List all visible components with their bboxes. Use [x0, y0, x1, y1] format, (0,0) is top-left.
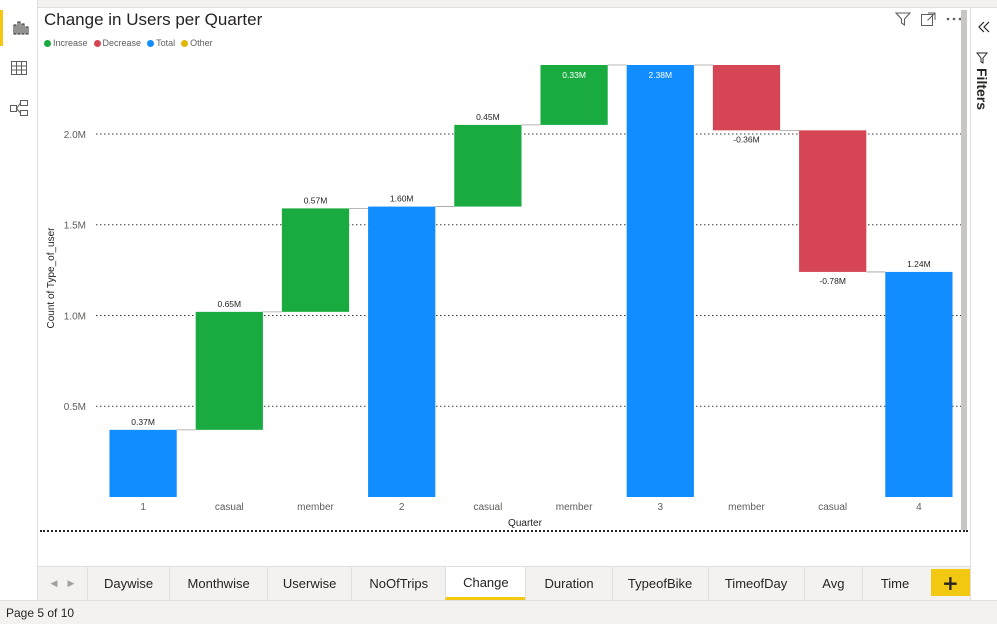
- y-axis-title: Count of Type_of_user: [46, 227, 57, 329]
- waterfall-bar[interactable]: [282, 208, 349, 311]
- waterfall-bar[interactable]: [368, 207, 435, 497]
- waterfall-bar[interactable]: [454, 125, 521, 207]
- tab-timeofday[interactable]: TimeofDay: [708, 567, 804, 600]
- x-tick-label: casual: [818, 502, 847, 513]
- tab-scroll-left-icon[interactable]: ◀: [51, 579, 58, 589]
- data-label: 1.24M: [907, 259, 931, 269]
- add-page-button[interactable]: +: [931, 569, 970, 596]
- model-view-icon: [10, 100, 28, 116]
- waterfall-visual[interactable]: Change in Users per Quarter Increase Dec…: [40, 8, 968, 528]
- data-label: 0.57M: [304, 195, 328, 205]
- x-tick-label: 3: [658, 502, 664, 513]
- waterfall-bar[interactable]: [713, 65, 780, 130]
- waterfall-bar[interactable]: [885, 272, 952, 497]
- filters-pane-icon: [974, 52, 990, 64]
- page-indicator: Page 5 of 10: [6, 606, 74, 620]
- x-tick-label: 4: [916, 502, 922, 513]
- data-label: 0.45M: [476, 112, 500, 122]
- x-tick-label: member: [728, 502, 765, 513]
- waterfall-bar[interactable]: [799, 130, 866, 272]
- data-view-button[interactable]: [0, 50, 38, 86]
- y-axis: 0.5M 1.0M 1.5M 2.0M: [64, 130, 86, 413]
- filters-pane[interactable]: Filters: [970, 8, 997, 600]
- tab-change[interactable]: Change: [445, 567, 525, 600]
- data-view-icon: [11, 61, 27, 75]
- tab-scroll-right-icon[interactable]: ▶: [67, 579, 74, 589]
- y-tick-label: 1.0M: [64, 311, 86, 322]
- x-axis-title: Quarter: [508, 518, 543, 528]
- tab-time[interactable]: Time: [862, 567, 927, 600]
- data-label: 0.65M: [217, 299, 241, 309]
- tab-userwise[interactable]: Userwise: [267, 567, 351, 600]
- data-label: 0.37M: [131, 417, 155, 427]
- canvas-scrollbar[interactable]: [961, 10, 967, 530]
- data-label: 2.38M: [648, 70, 672, 80]
- data-label: -0.78M: [819, 276, 845, 286]
- tab-scroll-nav: ◀ ▶: [38, 567, 87, 600]
- top-strip: [0, 0, 997, 8]
- tab-noofftrips[interactable]: NoOfTrips: [351, 567, 445, 600]
- y-tick-label: 2.0M: [64, 130, 86, 141]
- y-tick-label: 1.5M: [64, 221, 86, 232]
- tab-daywise[interactable]: Daywise: [87, 567, 169, 600]
- x-tick-label: 2: [399, 502, 405, 513]
- report-view-button[interactable]: [0, 10, 38, 46]
- data-label: 1.60M: [390, 194, 414, 204]
- y-tick-label: 0.5M: [64, 402, 86, 413]
- visual-border-dotted: [40, 530, 968, 532]
- x-tick-label: member: [297, 502, 334, 513]
- x-tick-label: 1: [140, 502, 146, 513]
- waterfall-bar[interactable]: [109, 430, 176, 497]
- waterfall-bar[interactable]: [627, 65, 694, 497]
- x-axis: 1 casual member 2 casual member 3 member casual 4: [140, 502, 922, 513]
- tab-avg[interactable]: Avg: [804, 567, 863, 600]
- tab-monthwise[interactable]: Monthwise: [169, 567, 267, 600]
- status-bar: Page 5 of 10: [0, 600, 997, 624]
- page-tabs: ◀ ▶ Daywise Monthwise Userwise NoOfTrips…: [38, 566, 970, 600]
- x-tick-label: casual: [473, 502, 502, 513]
- data-label: 0.33M: [562, 70, 586, 80]
- filters-pane-label[interactable]: Filters: [974, 52, 990, 110]
- data-label: -0.36M: [733, 134, 759, 144]
- waterfall-chart: 0.5M 1.0M 1.5M 2.0M 0.37M 0.65M 0.57M 1.60M 0.4…: [40, 8, 968, 528]
- tab-duration[interactable]: Duration: [525, 567, 611, 600]
- model-view-button[interactable]: [0, 90, 38, 126]
- view-rail: [0, 0, 38, 600]
- waterfall-bar[interactable]: [196, 312, 263, 430]
- collapse-chevron-icon[interactable]: [977, 18, 991, 37]
- filters-pane-text: Filters: [974, 68, 990, 110]
- tab-typeofbike[interactable]: TypeofBike: [612, 567, 708, 600]
- x-tick-label: member: [556, 502, 593, 513]
- report-view-icon: [13, 21, 29, 35]
- x-tick-label: casual: [215, 502, 244, 513]
